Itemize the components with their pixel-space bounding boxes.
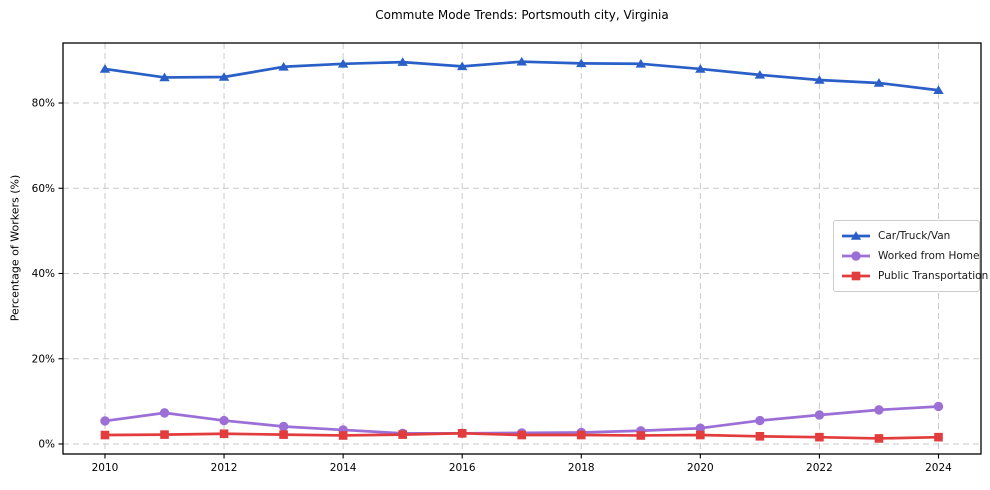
square-marker [160, 430, 169, 439]
square-marker [696, 430, 705, 440]
legend-label: Public Transportation [878, 270, 989, 282]
square-marker [755, 432, 765, 441]
legend-label: Worked from Home [878, 250, 980, 262]
circle-marker [933, 401, 944, 412]
series-line-triangle [104, 60, 939, 92]
circle-marker [278, 421, 289, 432]
legend-item: Worked from Home [841, 246, 979, 266]
chart-title: Commute Mode Trends: Portsmouth city, Vi… [375, 8, 669, 22]
circle-marker [219, 415, 229, 426]
circle-marker [874, 405, 884, 415]
circle-marker [100, 416, 110, 426]
square-marker [457, 429, 467, 438]
triangle-marker [576, 58, 587, 68]
legend-item: Public Transportation [841, 266, 988, 286]
y-tick-label: 80% [32, 98, 55, 110]
triangle-marker [278, 61, 289, 71]
square-marker [576, 430, 586, 440]
square-marker [934, 432, 943, 442]
square-marker [398, 430, 407, 439]
circle-marker [814, 410, 825, 420]
triangle-marker [397, 57, 408, 66]
triangle-marker [159, 72, 170, 82]
square-marker [815, 432, 824, 442]
x-tick-label: 2014 [330, 462, 357, 474]
square-marker [219, 429, 229, 439]
y-tick-label: 0% [38, 439, 55, 451]
square-marker [279, 430, 288, 439]
square-marker [517, 430, 527, 440]
square-marker [874, 434, 884, 443]
triangle-marker [850, 231, 862, 240]
triangle-marker [635, 58, 647, 68]
triangle-marker [814, 75, 825, 84]
y-tick-label: 40% [32, 268, 55, 280]
square-marker [100, 430, 110, 440]
x-tick-label: 2012 [211, 462, 238, 474]
circle-marker [851, 251, 861, 261]
legend-swatch [842, 251, 870, 261]
legend-swatch [842, 271, 870, 281]
x-tick-label: 2018 [568, 462, 595, 474]
legend-label: Car/Truck/Van [878, 230, 951, 242]
y-tick-label: 20% [32, 353, 55, 365]
square-marker [636, 431, 646, 440]
legend-item: Car/Truck/Van [841, 226, 972, 246]
triangle-marker [337, 58, 349, 68]
x-tick-label: 2010 [92, 462, 119, 474]
triangle-marker [695, 64, 706, 73]
triangle-marker [516, 56, 527, 66]
x-tick-label: 2024 [925, 462, 952, 474]
x-tick-label: 2016 [449, 462, 476, 474]
legend-swatch [842, 231, 870, 240]
square-marker [851, 271, 861, 281]
triangle-marker [99, 64, 111, 73]
triangle-marker [456, 61, 468, 71]
x-tick-label: 2020 [687, 462, 714, 474]
legend: Car/Truck/Van Worked from Home Public Tran… [833, 220, 988, 292]
triangle-marker [754, 70, 766, 79]
square-marker [338, 431, 348, 440]
triangle-marker [873, 78, 885, 87]
x-tick-label: 2022 [806, 462, 833, 474]
circle-marker [755, 415, 765, 426]
plot-frame [62, 42, 982, 455]
triangle-marker [218, 72, 230, 81]
y-tick-label: 60% [32, 183, 55, 195]
triangle-marker [933, 85, 944, 95]
circle-marker [159, 408, 170, 418]
circle-marker [695, 423, 706, 433]
